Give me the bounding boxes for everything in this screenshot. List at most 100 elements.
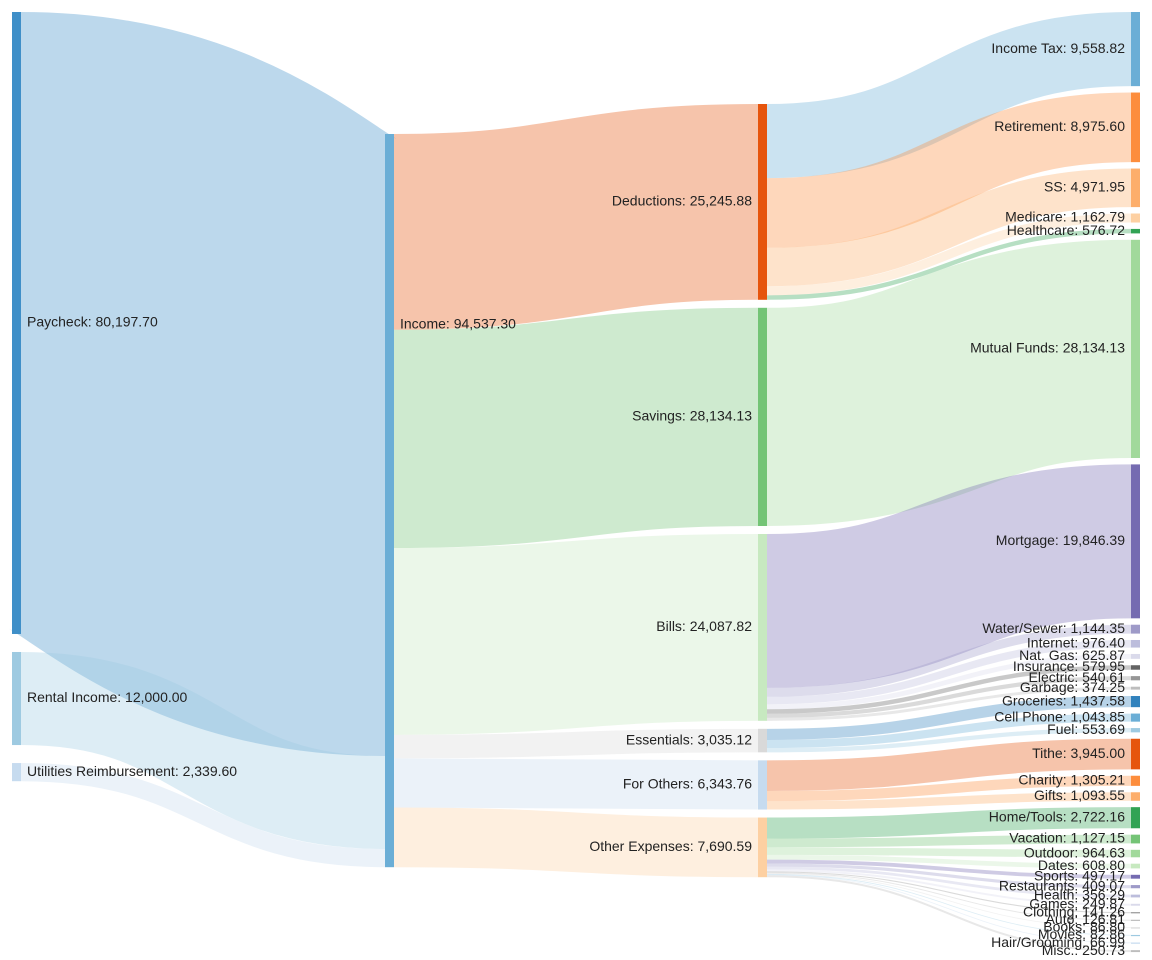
- node-sports[interactable]: [1131, 874, 1140, 879]
- node-clothing[interactable]: [1131, 912, 1140, 914]
- node-deductions[interactable]: [758, 104, 767, 300]
- link-rental-income[interactable]: [20, 651, 386, 850]
- link-deductions-ss[interactable]: [766, 168, 1132, 287]
- link-utilities-income[interactable]: [20, 763, 386, 868]
- sankey-labels: Paycheck: 80,197.70 Rental Income: 12,000…: [27, 40, 1125, 958]
- node-vacation[interactable]: [1131, 834, 1140, 844]
- link-essentials-cellphone[interactable]: [766, 713, 1132, 749]
- node-bills[interactable]: [758, 533, 767, 721]
- link-paycheck-income[interactable]: [2, 11, 404, 756]
- link-income-other_exp[interactable]: [393, 807, 759, 878]
- node-healthcare[interactable]: [1131, 228, 1140, 234]
- node-health[interactable]: [1131, 894, 1140, 898]
- sankey-links: [2, 11, 1133, 953]
- link-savings-mutual_funds[interactable]: [765, 239, 1133, 526]
- node-ss[interactable]: [1131, 168, 1140, 208]
- link-other_exp-vacation[interactable]: [766, 834, 1132, 848]
- node-cellphone[interactable]: [1131, 713, 1140, 722]
- node-label-movies: Movies: 82.86: [1038, 926, 1125, 942]
- link-deductions-retirement[interactable]: [766, 92, 1132, 248]
- node-internet[interactable]: [1131, 639, 1140, 648]
- node-water[interactable]: [1131, 624, 1140, 634]
- link-bills-water[interactable]: [766, 624, 1132, 697]
- node-utilities[interactable]: [12, 763, 21, 782]
- node-label-rental: Rental Income: 12,000.00: [27, 689, 188, 705]
- node-outdoor[interactable]: [1131, 849, 1140, 858]
- node-hair[interactable]: [1131, 942, 1140, 944]
- node-electric[interactable]: [1131, 676, 1140, 681]
- node-label-mutual_funds: Mutual Funds: 28,134.13: [970, 340, 1125, 356]
- link-income-bills[interactable]: [393, 533, 759, 735]
- node-gifts[interactable]: [1131, 792, 1140, 801]
- node-rental[interactable]: [12, 651, 21, 746]
- link-bills-electric[interactable]: [766, 676, 1132, 718]
- link-deductions-medicare[interactable]: [766, 213, 1132, 296]
- link-other_exp-hair[interactable]: [766, 874, 1132, 944]
- node-games[interactable]: [1131, 903, 1140, 906]
- node-tithe[interactable]: [1131, 738, 1140, 770]
- node-label-bills: Bills: 24,087.82: [656, 618, 752, 634]
- link-income-deductions[interactable]: [393, 103, 759, 330]
- node-movies[interactable]: [1131, 934, 1140, 937]
- node-books[interactable]: [1131, 927, 1140, 929]
- link-essentials-groceries[interactable]: [766, 696, 1132, 740]
- link-income-savings[interactable]: [393, 307, 759, 548]
- node-groceries[interactable]: [1131, 696, 1140, 708]
- sankey-nodes: [12, 12, 1140, 953]
- link-other_exp-outdoor[interactable]: [766, 847, 1132, 858]
- node-dates[interactable]: [1131, 863, 1140, 869]
- node-label-dates: Dates: 608.80: [1038, 857, 1125, 873]
- node-restaurants[interactable]: [1131, 885, 1140, 889]
- link-other_exp-health[interactable]: [766, 866, 1132, 898]
- link-deductions-income_tax[interactable]: [766, 12, 1132, 179]
- link-others-tithe[interactable]: [766, 738, 1132, 791]
- link-deductions-healthcare[interactable]: [766, 228, 1132, 300]
- node-label-utilities: Utilities Reimbursement: 2,339.60: [27, 763, 237, 779]
- node-mortgage[interactable]: [1131, 464, 1140, 619]
- node-other_exp[interactable]: [758, 817, 767, 878]
- node-others[interactable]: [758, 760, 767, 810]
- link-other_exp-books[interactable]: [766, 873, 1132, 929]
- node-natgas[interactable]: [1131, 653, 1140, 659]
- link-income-others[interactable]: [393, 758, 759, 810]
- link-bills-natgas[interactable]: [766, 653, 1132, 710]
- node-income_tax[interactable]: [1131, 12, 1140, 87]
- link-other_exp-auto[interactable]: [766, 872, 1132, 921]
- node-paycheck[interactable]: [12, 12, 21, 634]
- link-other_exp-dates[interactable]: [766, 854, 1132, 869]
- link-other_exp-restaurants[interactable]: [766, 863, 1132, 889]
- node-label-healthcare: Healthcare: 576.72: [1007, 222, 1126, 238]
- node-misc[interactable]: [1131, 950, 1140, 953]
- node-label-health: Health: 356.29: [1034, 887, 1125, 903]
- link-bills-insurance[interactable]: [766, 665, 1132, 714]
- node-income[interactable]: [385, 134, 394, 868]
- node-insurance[interactable]: [1131, 665, 1140, 670]
- link-other_exp-hometools[interactable]: [766, 807, 1132, 839]
- link-income-essentials[interactable]: [393, 728, 759, 759]
- link-other_exp-movies[interactable]: [766, 874, 1132, 936]
- link-other_exp-misc[interactable]: [766, 875, 1132, 953]
- node-label-misc: Misc.: 250.73: [1042, 942, 1125, 958]
- link-bills-garbage[interactable]: [766, 686, 1132, 721]
- node-retirement[interactable]: [1131, 92, 1140, 163]
- node-label-income: Income: 94,537.30: [400, 316, 516, 332]
- link-other_exp-games[interactable]: [766, 869, 1132, 906]
- link-other_exp-sports[interactable]: [766, 859, 1132, 879]
- node-essentials[interactable]: [758, 728, 767, 753]
- link-others-charity[interactable]: [766, 775, 1132, 802]
- link-others-gifts[interactable]: [766, 792, 1132, 810]
- node-label-savings: Savings: 28,134.13: [632, 408, 752, 424]
- node-garbage[interactable]: [1131, 686, 1140, 690]
- link-bills-internet[interactable]: [766, 639, 1132, 705]
- node-medicare[interactable]: [1131, 213, 1140, 223]
- node-label-cellphone: Cell Phone: 1,043.85: [994, 708, 1125, 724]
- node-savings[interactable]: [758, 307, 767, 526]
- node-charity[interactable]: [1131, 775, 1140, 786]
- link-bills-mortgage[interactable]: [766, 464, 1132, 688]
- node-hometools[interactable]: [1131, 807, 1140, 829]
- node-fuel[interactable]: [1131, 728, 1140, 733]
- node-auto[interactable]: [1131, 919, 1140, 921]
- link-other_exp-clothing[interactable]: [766, 871, 1132, 914]
- link-essentials-fuel[interactable]: [766, 728, 1132, 753]
- node-mutual_funds[interactable]: [1131, 239, 1140, 458]
